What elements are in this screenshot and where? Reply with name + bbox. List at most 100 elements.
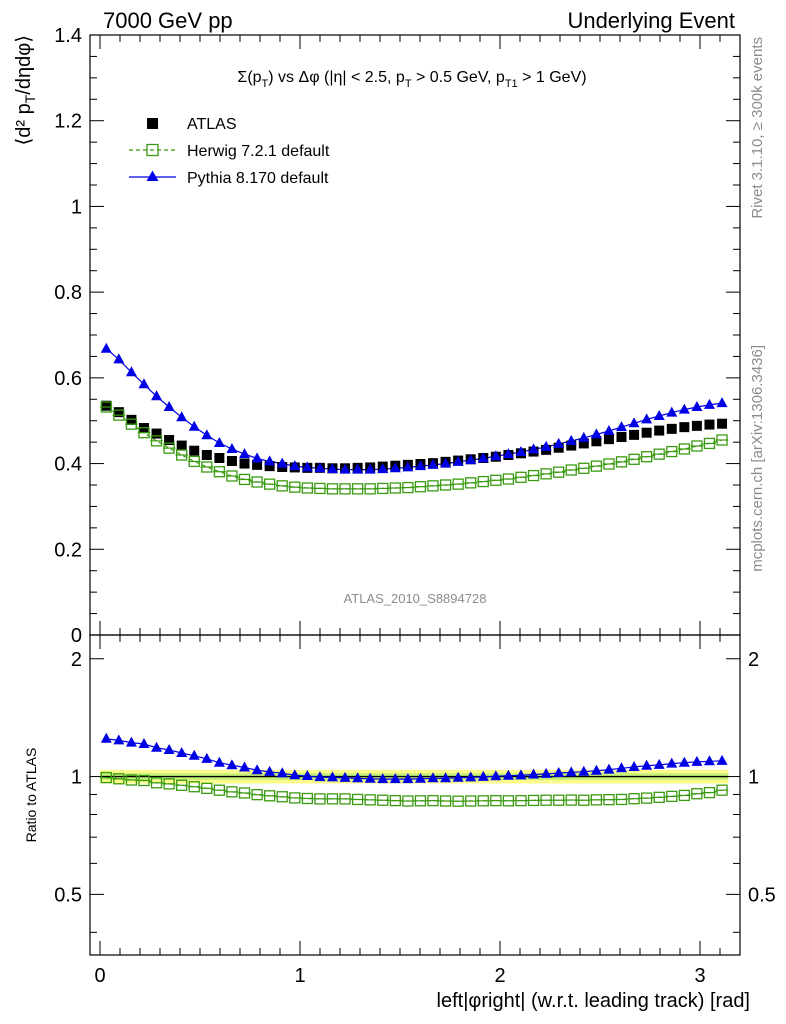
atlas-point [176,440,187,451]
herwig-ratio-point [603,794,615,806]
herwig-ratio-point [389,794,401,807]
herwig-point [125,418,138,430]
pythia-ratio-point [716,754,728,765]
legend-pythia-marker [146,170,159,181]
pythia-point [389,462,401,473]
x-tick-label: 3 [694,965,705,987]
herwig-point [100,401,112,413]
pythia-ratio-point [691,755,703,766]
pythia-ratio-point [578,765,590,776]
pythia-ratio-point [113,734,125,745]
x-tick-label: 1 [294,965,305,987]
pythia-point [666,406,678,417]
header-left: 7000 GeV pp [103,8,233,33]
atlas-point [214,453,225,463]
atlas-point [717,418,728,429]
herwig-ratio-point [226,786,238,798]
atlas-point [578,438,589,449]
pythia-ratio-point [251,764,263,775]
herwig-ratio-point [314,793,326,805]
x-axis-title: left|φright| (w.r.t. leading track) [rad… [437,990,750,1012]
atlas-point [126,414,137,425]
ratio-y-tick-label-right: 2 [748,649,759,671]
herwig-ratio-point [150,777,163,789]
pythia-point [100,342,112,353]
herwig-point [251,476,263,488]
pythia-point [163,401,175,411]
y-tick-label: 0 [71,625,82,647]
header-right: Underlying Event [567,8,735,33]
herwig-ratio-point [402,795,414,807]
pythia-point [377,463,389,474]
herwig-point [402,481,414,494]
pythia-ratio-point [176,746,188,757]
pythia-point [301,461,313,472]
pythia-point [465,454,477,465]
herwig-ratio-point [364,794,376,806]
herwig-ratio-point [188,781,200,793]
herwig-ratio-point [615,793,628,806]
herwig-ratio-point [578,794,590,806]
atlas-point [151,428,162,439]
data-series [100,342,729,807]
legend-herwig-label: Herwig 7.2.1 default [187,143,330,160]
pythia-ratio-point [151,741,163,752]
atlas-point [629,429,640,440]
pythia-point [440,457,452,468]
pythia-point [653,410,665,420]
plot-title: Σ(pT) vs Δφ (|η| < 2.5, pT > 0.5 GeV, pT… [237,69,586,90]
pythia-point [402,461,414,472]
herwig-ratio-point [678,789,690,802]
atlas-point [666,423,677,434]
herwig-point [226,470,238,482]
pythia-point [125,366,137,377]
y-tick-label: 0.6 [54,368,82,390]
herwig-point [515,471,527,483]
herwig-ratio-point [703,786,716,799]
herwig-point [263,478,276,490]
herwig-point [364,483,376,495]
pythia-point [176,411,188,422]
pythia-point [276,457,288,468]
pythia-ratio-point [100,732,112,743]
pythia-ratio-point [502,769,514,780]
legend-pythia-label: Pythia 8.170 default [187,170,329,187]
herwig-ratio-point [213,784,226,796]
pythia-ratio-point [666,757,678,768]
y-tick-label: 0.2 [54,539,82,561]
herwig-point [276,480,288,492]
pythia-ratio-point [515,769,527,780]
mcplots-label: mcplots.cern.ch [arXiv:1306.3436] [749,345,766,572]
pythia-point [565,434,577,445]
pythia-ratio-point [603,763,615,774]
pythia-point [540,440,552,451]
herwig-point [703,437,716,450]
herwig-point [452,478,464,490]
herwig-point [289,481,301,493]
y-tick-label: 1.2 [54,111,82,133]
atlas-point [201,450,212,460]
atlas-point [113,407,124,418]
ratio-y-axis-title: Ratio to ATLAS [23,748,39,843]
pythia-ratio-point [138,738,150,749]
pythia-point [490,450,502,461]
pythia-point [326,463,338,474]
y-tick-label: 1.4 [54,25,82,47]
atlas-point [679,422,690,433]
herwig-ratio-point [276,791,288,803]
herwig-ratio-point [527,794,540,807]
herwig-point [213,466,226,478]
pythia-ratio-point [528,768,540,779]
herwig-point [389,482,401,494]
herwig-point [565,464,577,476]
herwig-ratio-point [477,795,489,807]
pythia-point [678,403,690,414]
pythia-ratio-point [641,759,653,770]
pythia-point [553,437,565,448]
pythia-point [138,378,150,389]
pythia-point [628,417,640,428]
pythia-point [716,397,728,408]
herwig-point [351,483,364,495]
atlas-point [264,461,275,472]
